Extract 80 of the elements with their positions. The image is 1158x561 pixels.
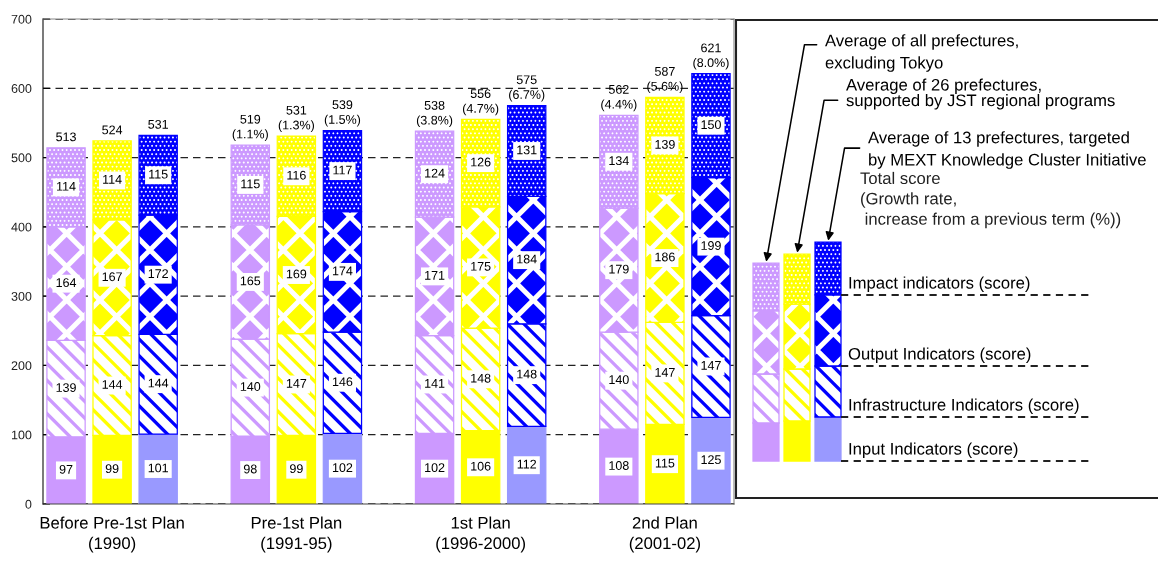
data-label: 164 xyxy=(56,278,77,288)
data-label: 141 xyxy=(425,379,445,388)
text: Total score (Growth rate, increase from a previous term (%)) xyxy=(860,171,1121,229)
data-label: 102 xyxy=(425,463,445,473)
text: Average of 13 prefectures, targeted by MEXT Knowledge Cluster Initiative xyxy=(868,131,1146,169)
data-label: 144 xyxy=(148,378,169,388)
data-label: 106 xyxy=(471,461,491,471)
total-label: 524 xyxy=(102,125,123,135)
data-label: 101 xyxy=(148,463,168,473)
total-label: 519 (1.1%) xyxy=(232,114,268,141)
text: Output Indicators (score) xyxy=(848,347,1031,363)
data-label: 114 xyxy=(103,175,122,184)
total-label: 531 xyxy=(148,119,168,129)
total-label: 587 (5.6%) xyxy=(647,66,683,94)
data-label: 140 xyxy=(609,375,629,385)
data-label: 139 xyxy=(56,383,76,392)
data-label: 108 xyxy=(609,461,629,470)
data-label: 125 xyxy=(701,455,721,465)
y-tick-label: 600 xyxy=(11,84,32,93)
data-label: 116 xyxy=(287,170,306,180)
data-label: 147 xyxy=(701,361,721,370)
total-label: 538 (3.8%) xyxy=(416,100,453,128)
data-label: 167 xyxy=(102,272,122,282)
data-label: 134 xyxy=(609,156,629,166)
text: Impact indicators (score) xyxy=(849,276,1030,292)
data-label: 148 xyxy=(471,373,491,383)
x-tick-label: 1st Plan (1996-2000) xyxy=(436,516,526,553)
data-label: 140 xyxy=(240,382,261,391)
total-label: 562 (4.4%) xyxy=(601,85,637,112)
x-tick-label: 2nd Plan (2001-02) xyxy=(629,516,700,553)
data-label: 115 xyxy=(241,179,260,189)
x-tick-label: Pre-1st Plan (1991-95) xyxy=(251,516,342,553)
total-label: 575 (6.7%) xyxy=(509,75,545,102)
data-label: 124 xyxy=(425,168,445,178)
y-tick-label: 300 xyxy=(11,291,32,301)
data-label: 165 xyxy=(240,276,261,286)
y-tick-label: 200 xyxy=(11,361,32,371)
total-label: 556 (4.7%) xyxy=(463,89,499,116)
y-tick-label: 500 xyxy=(11,153,32,163)
y-tick-label: 0 xyxy=(25,499,32,509)
y-tick-label: 700 xyxy=(11,14,32,24)
text: Infrastructure Indicators (score) xyxy=(849,398,1079,414)
data-label: 169 xyxy=(286,269,307,279)
total-label: 531 (1.3%) xyxy=(278,105,314,132)
data-label: 147 xyxy=(655,368,675,377)
data-label: 179 xyxy=(609,264,629,274)
data-label: 117 xyxy=(333,165,352,175)
text: Average of all prefectures, excluding Tokyo xyxy=(825,34,1018,72)
data-label: 97 xyxy=(59,464,73,474)
total-label: 621 (8.0%) xyxy=(693,43,729,70)
data-label: 98 xyxy=(243,464,257,474)
data-label: 174 xyxy=(332,266,353,276)
data-label: 150 xyxy=(701,120,721,130)
data-label: 102 xyxy=(332,463,353,473)
data-label: 99 xyxy=(105,464,119,474)
y-tick-label: 100 xyxy=(11,430,32,440)
text: Average of 26 prefectures, supported by JST regional programs xyxy=(846,78,1115,110)
data-label: 114 xyxy=(57,182,76,191)
data-label: 112 xyxy=(517,459,537,469)
data-label: 146 xyxy=(332,377,353,387)
y-tick-label: 400 xyxy=(11,222,32,232)
data-label: 131 xyxy=(517,145,537,155)
data-label: 115 xyxy=(655,458,675,468)
data-label: 126 xyxy=(471,157,491,167)
data-label: 186 xyxy=(655,252,675,262)
data-label: 147 xyxy=(286,379,307,388)
x-tick-label: Before Pre-1st Plan (1990) xyxy=(40,516,184,553)
total-label: 513 xyxy=(56,132,76,142)
data-label: 99 xyxy=(290,464,303,474)
legend-label: Input Indicators (score) xyxy=(849,442,1018,458)
data-label: 148 xyxy=(517,369,537,379)
total-label: 539 (1.5%) xyxy=(324,100,361,127)
data-label: 144 xyxy=(102,380,123,389)
data-label: 184 xyxy=(517,254,537,264)
data-label: 139 xyxy=(655,139,675,149)
data-label: 171 xyxy=(425,271,445,280)
data-label: 175 xyxy=(471,262,491,271)
data-label: 172 xyxy=(148,269,168,278)
data-label: 199 xyxy=(701,241,721,250)
data-label: 115 xyxy=(149,169,168,179)
